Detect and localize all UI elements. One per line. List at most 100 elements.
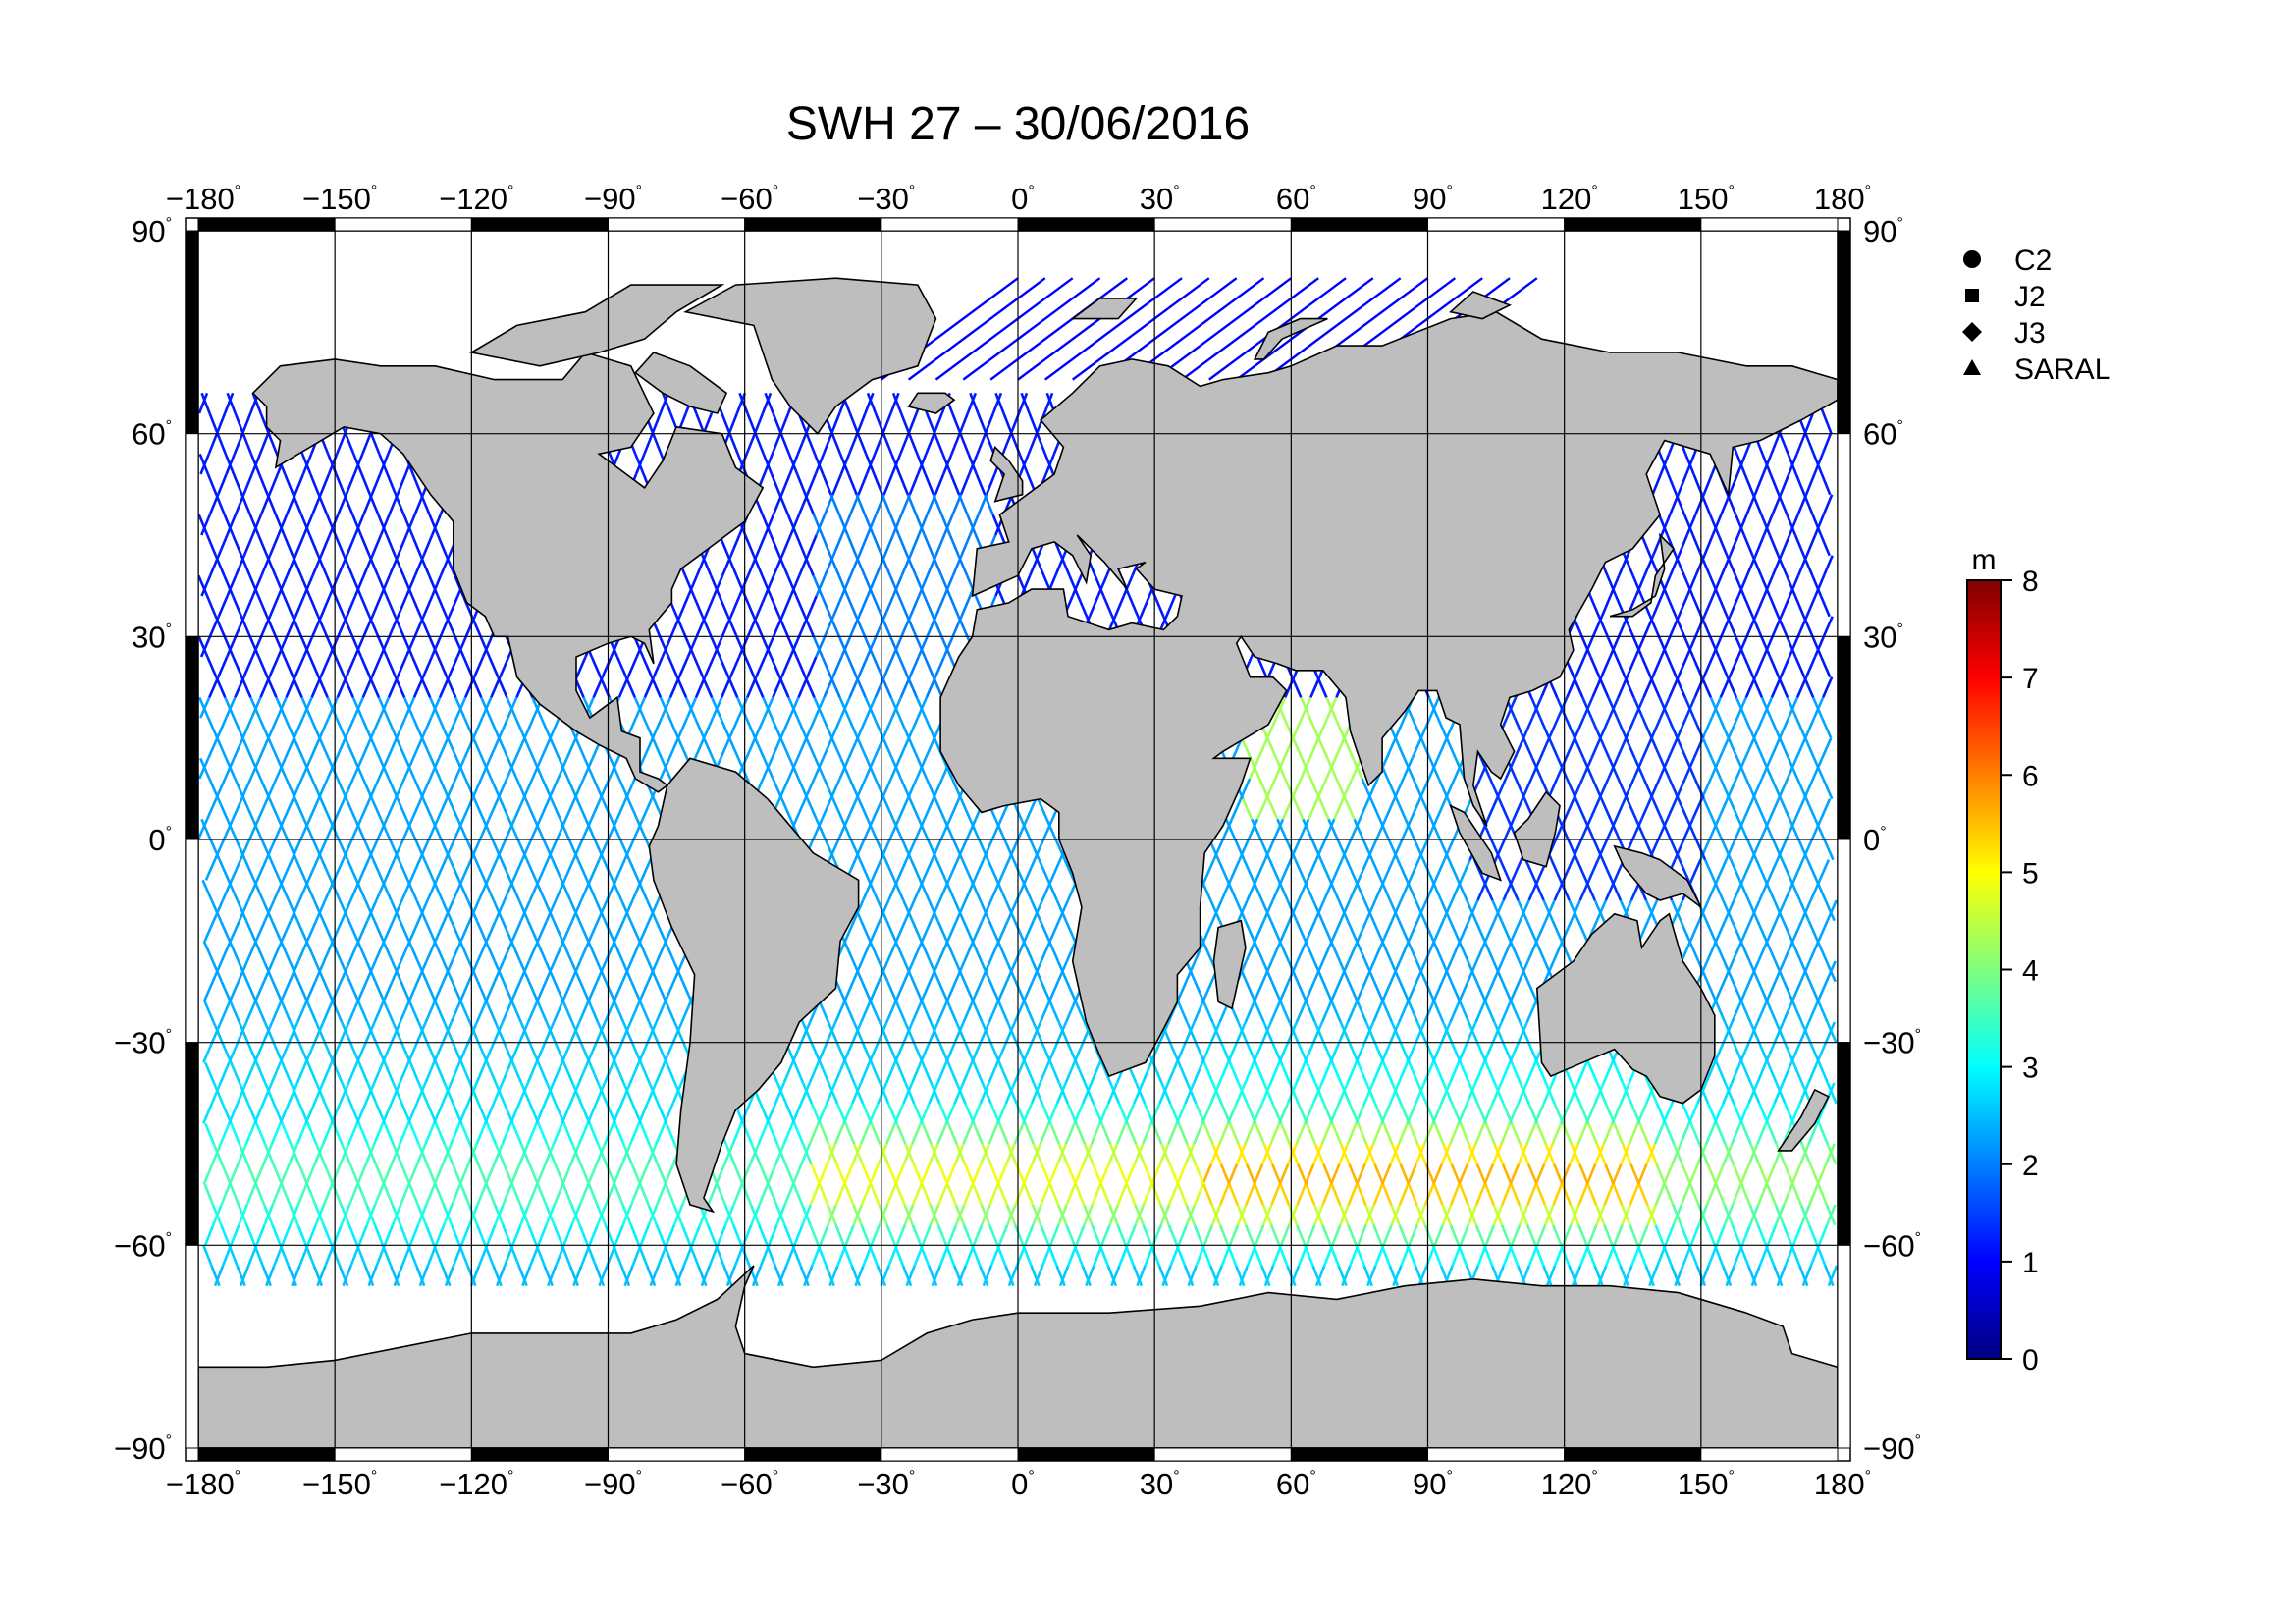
track-segment — [989, 1042, 1001, 1063]
track-segment — [1329, 1163, 1341, 1185]
track-segment — [202, 981, 214, 1002]
track-segment — [1786, 696, 1798, 719]
track-segment — [1228, 1183, 1240, 1206]
track-segment — [1508, 1244, 1520, 1267]
track-segment — [656, 981, 667, 1002]
track-segment — [852, 1204, 863, 1226]
track-segment — [1363, 1021, 1375, 1044]
track-segment — [467, 960, 479, 983]
track-segment — [962, 1224, 974, 1246]
track-segment — [286, 839, 298, 861]
track-segment — [510, 1001, 522, 1023]
track-segment — [399, 1001, 410, 1023]
track-segment — [536, 1183, 548, 1206]
track-segment — [1260, 1143, 1272, 1165]
track-segment — [1447, 859, 1460, 881]
track-segment — [946, 920, 958, 942]
track-segment — [885, 920, 897, 942]
track-segment — [1449, 1122, 1461, 1145]
track-segment — [511, 1224, 522, 1246]
track-segment — [1218, 1224, 1230, 1246]
track-segment — [241, 737, 253, 759]
track-segment — [667, 737, 680, 759]
track-segment — [1334, 717, 1346, 739]
track-segment — [1769, 656, 1781, 678]
track-segment — [519, 1082, 531, 1105]
track-segment — [1030, 1021, 1042, 1044]
track-segment — [763, 757, 774, 780]
track-segment — [686, 635, 698, 658]
track-segment — [203, 1224, 215, 1246]
track-segment — [1576, 1122, 1588, 1145]
track-segment — [352, 453, 363, 475]
track-segment — [1818, 859, 1831, 881]
track-segment — [1395, 798, 1407, 820]
track-segment — [570, 899, 583, 922]
track-segment — [378, 757, 391, 780]
track-segment — [296, 1001, 308, 1023]
track-segment — [289, 899, 301, 922]
track-segment — [485, 1183, 497, 1206]
track-segment — [936, 1224, 948, 1246]
track-segment — [702, 737, 715, 759]
track-segment — [1033, 1265, 1044, 1287]
track-segment — [1725, 1265, 1735, 1287]
track-segment — [913, 1103, 925, 1124]
track-segment — [198, 574, 209, 597]
track-segment — [878, 960, 889, 983]
track-segment — [339, 899, 350, 922]
track-segment — [789, 574, 801, 597]
track-segment — [764, 574, 775, 597]
track-segment — [215, 412, 227, 435]
track-segment — [1240, 737, 1253, 759]
track-segment — [843, 920, 856, 942]
track-segment — [328, 574, 340, 597]
track-segment — [1820, 656, 1832, 678]
track-segment — [822, 737, 833, 759]
track-segment — [1278, 940, 1290, 962]
track-segment — [280, 920, 293, 942]
track-segment — [1406, 1244, 1417, 1267]
track-segment — [1107, 1082, 1119, 1105]
track-segment — [383, 1061, 395, 1084]
track-segment — [1717, 534, 1729, 557]
track-segment — [225, 757, 237, 780]
track-segment — [1262, 1021, 1274, 1044]
track-segment — [1577, 1224, 1588, 1246]
track-segment — [661, 392, 672, 414]
track-segment — [1586, 1183, 1598, 1206]
track-segment — [215, 494, 227, 515]
track-segment — [1357, 1061, 1368, 1084]
track-segment — [981, 1021, 992, 1044]
track-segment — [1039, 1001, 1051, 1023]
track-segment — [1157, 1265, 1169, 1287]
track-segment — [1346, 920, 1359, 942]
track-segment — [509, 981, 522, 1002]
track-segment — [1110, 1265, 1121, 1287]
track-segment — [1064, 1061, 1076, 1084]
track-segment — [812, 635, 824, 658]
track-segment — [518, 960, 531, 983]
track-segment — [996, 940, 1008, 962]
track-segment — [506, 696, 517, 719]
track-segment — [864, 392, 875, 414]
track-segment — [198, 696, 210, 719]
track-segment — [997, 1183, 1009, 1206]
track-segment — [1270, 1163, 1282, 1185]
track-segment — [959, 798, 972, 820]
track-segment — [818, 1183, 829, 1206]
track-segment — [244, 920, 257, 942]
track-segment — [971, 940, 983, 962]
track-segment — [406, 879, 418, 901]
track-segment — [233, 433, 244, 455]
track-segment — [1602, 1122, 1614, 1145]
track-segment — [1423, 920, 1435, 942]
track-segment — [288, 1143, 299, 1165]
track-segment — [979, 1082, 990, 1105]
track-segment — [726, 555, 738, 576]
track-segment — [778, 412, 790, 435]
track-segment — [549, 717, 561, 739]
track-segment — [248, 514, 260, 536]
track-segment — [656, 1042, 668, 1063]
track-segment — [1279, 1183, 1291, 1206]
